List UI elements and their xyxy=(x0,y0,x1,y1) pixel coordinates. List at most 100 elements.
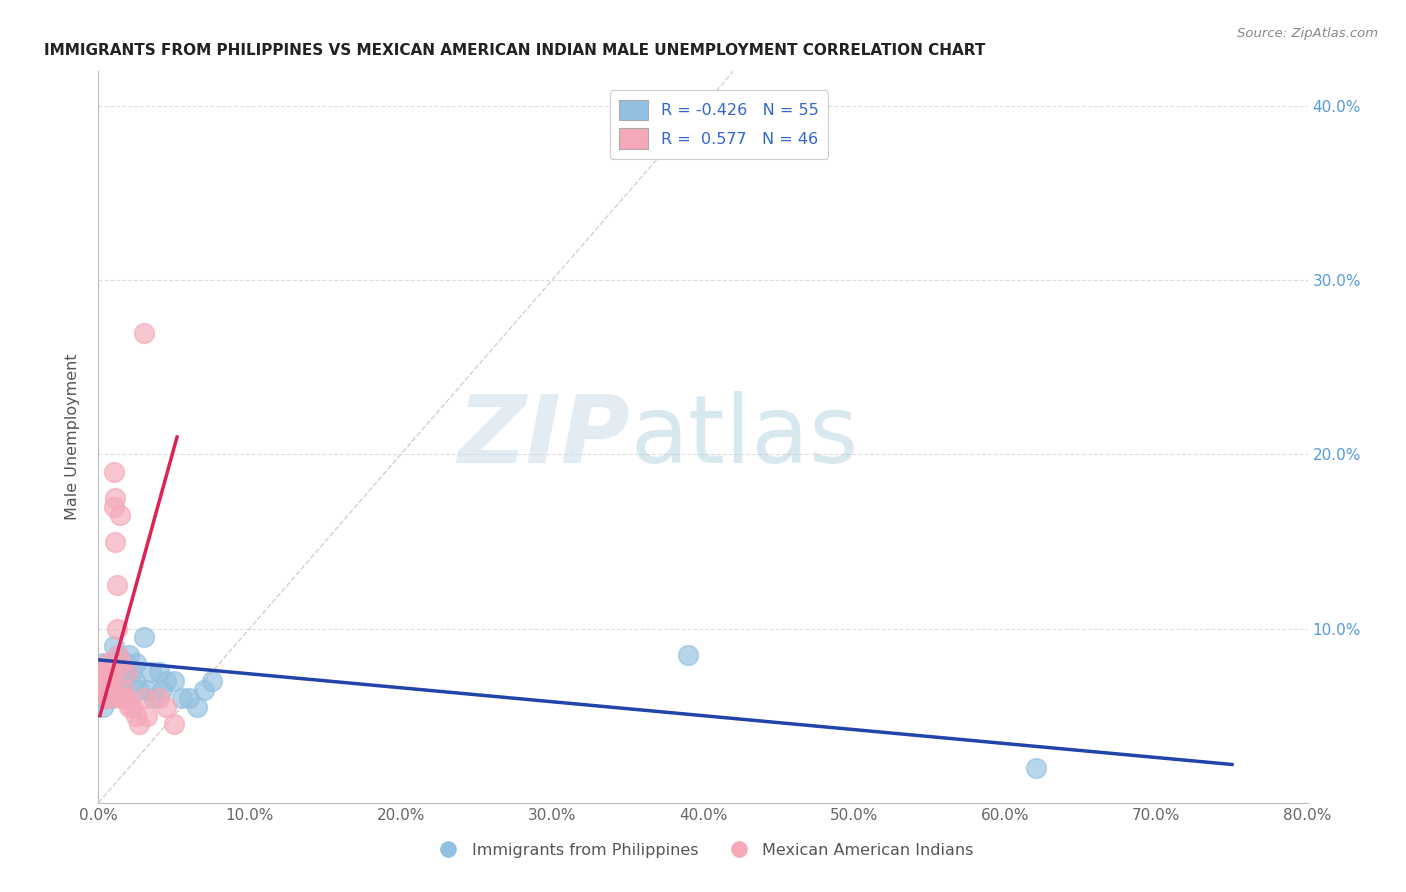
Point xyxy=(100,682,122,697)
Point xyxy=(107,648,129,662)
Point xyxy=(110,682,132,697)
Point xyxy=(105,578,128,592)
Point xyxy=(98,691,121,706)
Point xyxy=(103,657,125,671)
Point xyxy=(89,673,111,688)
Point xyxy=(90,665,112,680)
Point xyxy=(104,682,127,697)
Point xyxy=(163,717,186,731)
Point xyxy=(104,665,127,680)
Point xyxy=(107,648,129,662)
Point xyxy=(90,682,112,697)
Point xyxy=(107,665,129,680)
Point xyxy=(125,708,148,723)
Point xyxy=(101,665,124,680)
Point xyxy=(676,648,699,662)
Point xyxy=(108,673,131,688)
Point xyxy=(132,326,155,340)
Point xyxy=(132,631,155,645)
Point xyxy=(98,665,121,680)
Point xyxy=(94,665,117,680)
Point xyxy=(101,682,124,697)
Point xyxy=(94,673,117,688)
Point xyxy=(132,691,155,706)
Text: ZIP: ZIP xyxy=(457,391,630,483)
Legend: Immigrants from Philippines, Mexican American Indians: Immigrants from Philippines, Mexican Ame… xyxy=(426,837,980,864)
Point xyxy=(94,673,117,688)
Point xyxy=(93,673,115,688)
Point xyxy=(91,657,114,671)
Point xyxy=(124,673,146,688)
Point xyxy=(155,700,177,714)
Point xyxy=(93,670,115,684)
Point xyxy=(91,700,114,714)
Point xyxy=(100,673,122,688)
Point xyxy=(93,682,115,697)
Point xyxy=(121,665,143,680)
Text: IMMIGRANTS FROM PHILIPPINES VS MEXICAN AMERICAN INDIAN MALE UNEMPLOYMENT CORRELA: IMMIGRANTS FROM PHILIPPINES VS MEXICAN A… xyxy=(44,43,986,58)
Point xyxy=(98,682,121,697)
Point xyxy=(163,673,186,688)
Point xyxy=(104,534,127,549)
Y-axis label: Male Unemployment: Male Unemployment xyxy=(65,354,80,520)
Point xyxy=(128,682,150,697)
Point xyxy=(111,691,134,706)
Point xyxy=(100,665,122,680)
Point xyxy=(108,508,131,523)
Point xyxy=(89,682,111,697)
Point xyxy=(93,665,115,680)
Point xyxy=(110,660,132,674)
Point xyxy=(179,691,201,706)
Point xyxy=(110,691,132,706)
Point xyxy=(103,639,125,653)
Point xyxy=(89,673,111,688)
Point xyxy=(170,691,193,706)
Point xyxy=(118,648,141,662)
Point xyxy=(105,673,128,688)
Point xyxy=(112,682,135,697)
Point xyxy=(94,665,117,680)
Point xyxy=(201,673,224,688)
Point xyxy=(100,677,122,691)
Point xyxy=(1024,761,1046,775)
Point xyxy=(96,682,118,697)
Point xyxy=(103,500,125,514)
Point xyxy=(105,622,128,636)
Point xyxy=(98,665,121,680)
Point xyxy=(186,700,208,714)
Point xyxy=(118,700,141,714)
Point xyxy=(135,682,157,697)
Point xyxy=(101,691,124,706)
Point xyxy=(91,673,114,688)
Point xyxy=(98,673,121,688)
Point xyxy=(148,691,170,706)
Point xyxy=(93,691,115,706)
Point xyxy=(143,691,166,706)
Point xyxy=(135,708,157,723)
Point xyxy=(103,465,125,479)
Point xyxy=(128,717,150,731)
Point xyxy=(96,691,118,706)
Point xyxy=(96,673,118,688)
Point xyxy=(100,682,122,697)
Point xyxy=(91,682,114,697)
Point xyxy=(193,682,215,697)
Point xyxy=(110,657,132,671)
Point xyxy=(101,665,124,680)
Text: Source: ZipAtlas.com: Source: ZipAtlas.com xyxy=(1237,27,1378,40)
Point xyxy=(150,682,173,697)
Point xyxy=(96,657,118,671)
Point xyxy=(104,491,127,505)
Point xyxy=(114,657,136,671)
Point xyxy=(100,670,122,684)
Point xyxy=(114,691,136,706)
Point xyxy=(94,682,117,697)
Point xyxy=(101,682,124,697)
Point xyxy=(96,691,118,706)
Point xyxy=(94,682,117,697)
Point xyxy=(105,682,128,697)
Point xyxy=(115,665,138,680)
Point xyxy=(155,673,177,688)
Point xyxy=(111,673,134,688)
Point xyxy=(125,657,148,671)
